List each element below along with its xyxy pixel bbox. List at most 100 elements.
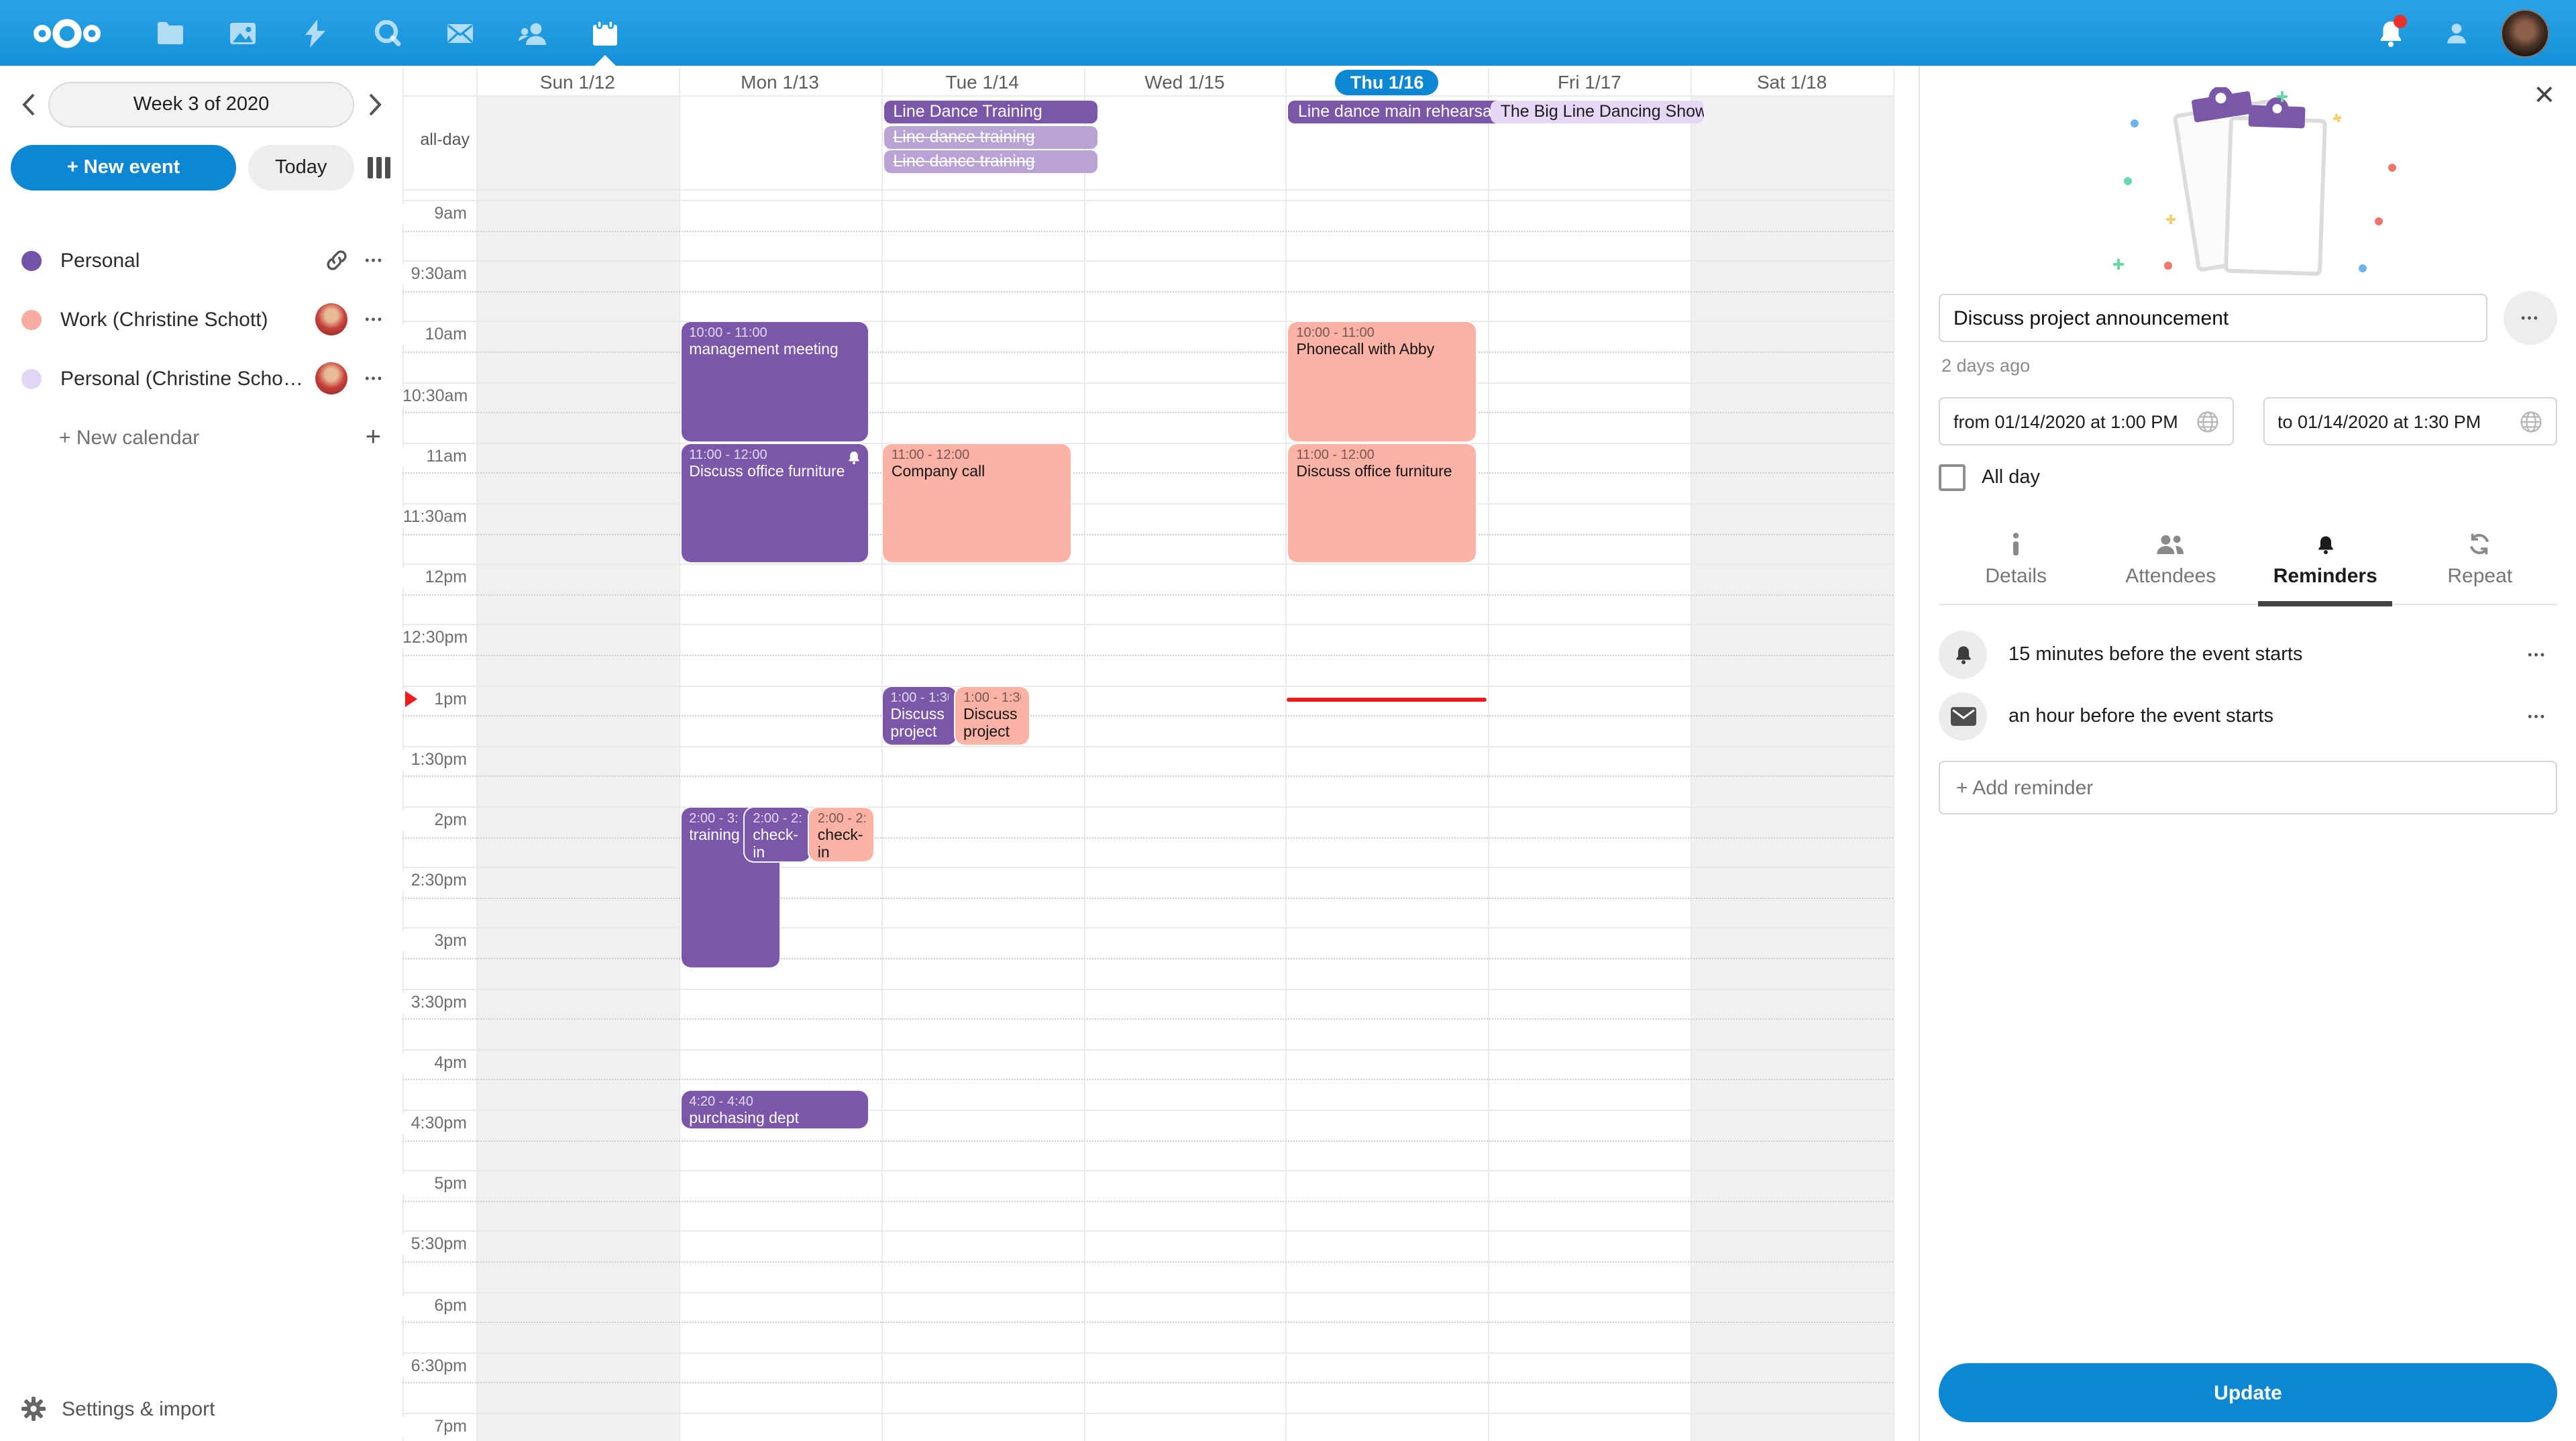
event-end-field[interactable]: to 01/14/2020 at 1:30 PM (2263, 397, 2557, 445)
event-start-field[interactable]: from 01/14/2020 at 1:00 PM (1939, 397, 2233, 445)
week-label[interactable]: Week 3 of 2020 (48, 82, 354, 127)
add-reminder-button[interactable]: + Add reminder (1939, 761, 2557, 814)
grid-vertical-line (1488, 68, 1490, 1441)
tab-reminders[interactable]: Reminders (2248, 523, 2403, 606)
all-day-event[interactable]: Line Dance Training (883, 101, 1097, 123)
event-card[interactable]: 2:00 - 2: check-in (743, 806, 812, 863)
day-header[interactable]: Sun 1/12 (539, 71, 615, 93)
reminder-menu-icon[interactable]: ••• (2528, 710, 2546, 723)
day-header[interactable]: Fri 1/17 (1557, 71, 1621, 93)
previous-week-button[interactable] (11, 85, 46, 125)
time-label: 5:30pm (402, 1234, 471, 1255)
all-day-checkbox[interactable] (1939, 464, 1966, 491)
contacts-menu-icon[interactable] (2435, 11, 2478, 54)
today-pill: Thu 1/16 (1335, 69, 1439, 95)
event-end-value: to 01/14/2020 at 1:30 PM (2277, 411, 2481, 431)
all-day-event[interactable]: Line dance main rehearsal (1288, 101, 1502, 123)
grid-hour-line (402, 745, 1893, 747)
plus-icon: + (365, 422, 381, 451)
time-label: 7pm (402, 1417, 471, 1437)
calendar-item-personal-shared[interactable]: Personal (Christine Scho… ••• (0, 349, 402, 408)
grid-quarter-line (402, 1018, 1893, 1020)
settings-import-button[interactable]: Settings & import (0, 1377, 402, 1441)
grid-hour-line (402, 200, 1893, 201)
tab-label: Attendees (2125, 565, 2216, 588)
grid-hour-line (402, 564, 1893, 566)
event-title: purchasing dept (689, 1110, 799, 1127)
event-time: 10:00 - 11:00 (1296, 326, 1375, 341)
time-label: 1:30pm (402, 749, 471, 770)
next-week-button[interactable] (357, 85, 392, 125)
event-actions-icon[interactable]: ••• (2504, 291, 2557, 345)
today-button[interactable]: Today (248, 145, 354, 191)
event-time: 10:00 - 11:00 (689, 326, 767, 341)
calendar-menu-icon[interactable]: ••• (365, 372, 384, 385)
day-header[interactable]: Tue 1/14 (945, 71, 1020, 93)
mail-icon[interactable] (441, 0, 479, 66)
share-link-icon[interactable] (326, 250, 347, 271)
event-card[interactable]: 2:00 - 2: check-in (808, 806, 875, 863)
calendar-icon[interactable] (586, 0, 624, 66)
talk-icon[interactable] (369, 0, 407, 66)
mail-reminder-icon (1939, 692, 1987, 741)
notifications-icon[interactable] (2369, 11, 2412, 54)
weekend-shading (1690, 95, 1893, 1441)
tab-repeat[interactable]: Repeat (2403, 523, 2558, 604)
new-calendar-button[interactable]: + New calendar + (0, 408, 402, 467)
day-header[interactable]: Wed 1/15 (1144, 71, 1225, 93)
calendar-item-personal[interactable]: Personal ••• (0, 231, 402, 290)
new-event-button[interactable]: + New event (11, 145, 236, 191)
day-header[interactable]: Mon 1/13 (741, 71, 819, 93)
time-label: 2:30pm (402, 871, 471, 892)
all-day-event[interactable]: Line dance training (883, 150, 1097, 174)
info-icon (2011, 531, 2021, 555)
grid-quarter-line (402, 776, 1893, 778)
event-card[interactable]: 11:00 - 12:00 Company call (881, 442, 1073, 564)
reminder-row: an hour before the event starts ••• (1939, 686, 2557, 747)
timezone-globe-icon[interactable] (2196, 410, 2218, 433)
event-card[interactable]: 10:00 - 11:00 Phonecall with Abby (1287, 321, 1477, 443)
event-title-input[interactable] (1939, 294, 2487, 342)
day-header-border (402, 95, 1893, 97)
gear-icon (21, 1397, 46, 1421)
activity-icon[interactable] (297, 0, 334, 66)
event-card[interactable]: 1:00 - 1:30 Discuss project (954, 685, 1031, 746)
all-day-label: all-day (420, 130, 470, 149)
grid-hour-line (402, 685, 1893, 687)
day-header[interactable]: Sat 1/18 (1756, 71, 1827, 93)
all-day-event[interactable]: The Big Line Dancing Show (1491, 101, 1705, 123)
event-card[interactable]: 11:00 - 12:00 Discuss office furniture (680, 442, 870, 564)
update-button[interactable]: Update (1939, 1363, 2557, 1422)
event-card[interactable]: 10:00 - 11:00 management meeting (680, 321, 870, 443)
contacts-icon[interactable] (514, 0, 551, 66)
close-icon[interactable]: × (2534, 74, 2555, 114)
files-icon[interactable] (152, 0, 189, 66)
event-editor-panel: × ••• 2 days ago (1919, 66, 2576, 1441)
last-modified-label: 2 days ago (1941, 356, 2031, 376)
attendees-icon (2157, 531, 2185, 555)
calendar-item-work[interactable]: Work (Christine Schott) ••• (0, 290, 402, 349)
grid-quarter-line (402, 1200, 1893, 1202)
day-header[interactable]: Thu 1/16 (1286, 68, 1489, 95)
nextcloud-logo[interactable] (0, 13, 134, 53)
grid-quarter-line (402, 1322, 1893, 1324)
avatar[interactable] (2501, 9, 2549, 57)
reminder-row: 15 minutes before the event starts ••• (1939, 624, 2557, 686)
calendar-menu-icon[interactable]: ••• (365, 254, 384, 267)
timezone-globe-icon[interactable] (2520, 410, 2542, 433)
event-card[interactable]: 11:00 - 12:00 Discuss office furniture (1287, 442, 1477, 564)
event-time: 11:00 - 12:00 (891, 447, 970, 463)
reminder-menu-icon[interactable]: ••• (2528, 648, 2546, 661)
calendar-menu-icon[interactable]: ••• (365, 313, 384, 326)
week-view-toggle[interactable] (366, 148, 392, 188)
event-card[interactable]: 4:20 - 4:40 purchasing dept (680, 1089, 870, 1130)
tab-attendees[interactable]: Attendees (2094, 523, 2249, 604)
settings-label: Settings & import (62, 1397, 215, 1420)
calendar-item-label: Work (Christine Schott) (60, 308, 268, 331)
grid-hour-line (402, 1413, 1893, 1414)
grid-hour-line (402, 260, 1893, 262)
all-day-event[interactable]: Line dance training (883, 125, 1097, 149)
photos-icon[interactable] (224, 0, 262, 66)
tab-details[interactable]: Details (1939, 523, 2094, 604)
